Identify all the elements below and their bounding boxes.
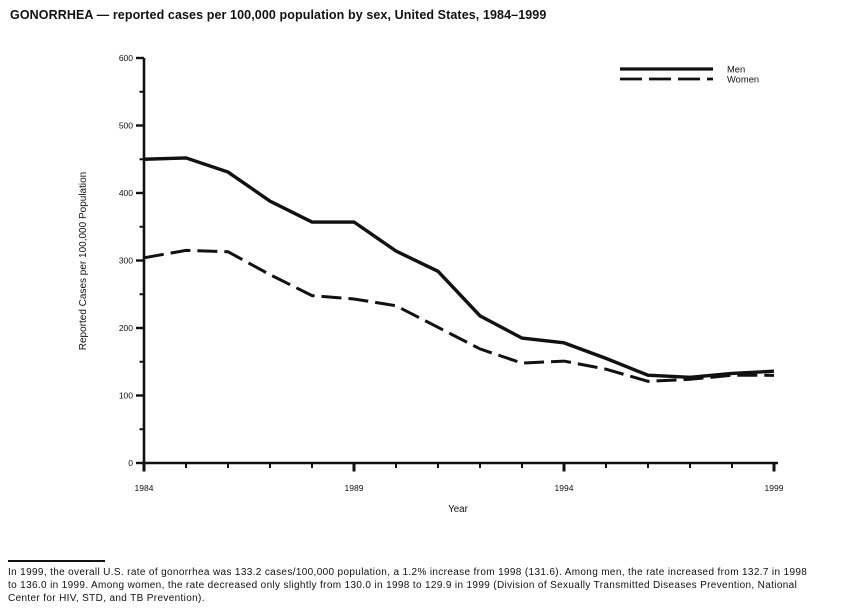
men-series-line xyxy=(143,156,775,379)
chart-svg: 0 100 200 300 400 500 600 1984 1989 1994 1999 Repor… xyxy=(78,53,784,515)
y-tick-label: 500 xyxy=(119,121,133,131)
x-tick-label: 1984 xyxy=(135,483,154,493)
x-tick-label: 1994 xyxy=(555,483,574,493)
chart-title: GONORRHEA — reported cases per 100,000 p… xyxy=(10,8,547,22)
x-axis-title: Year xyxy=(448,504,469,515)
footnote-line: Center for HIV, STD, and TB Prevention). xyxy=(8,593,205,604)
axes xyxy=(142,58,778,465)
axis-titles: Reported Cases per 100,000 Population Yea… xyxy=(78,172,469,515)
footnote-rule xyxy=(8,560,105,562)
x-axis-ticks: 1984 1989 1994 1999 xyxy=(135,463,784,493)
women-series-line xyxy=(143,248,775,383)
y-tick-label: 200 xyxy=(119,323,133,333)
footnote: In 1999, the overall U.S. rate of gonorr… xyxy=(8,566,861,605)
legend-label-men: Men xyxy=(727,64,745,75)
legend-label-women: Women xyxy=(727,74,759,85)
x-tick-label: 1999 xyxy=(765,483,784,493)
y-axis-ticks: 0 100 200 300 400 500 600 xyxy=(119,53,144,468)
y-tick-label: 100 xyxy=(119,391,133,401)
y-tick-label: 600 xyxy=(119,53,133,63)
y-tick-label: 300 xyxy=(119,256,133,266)
y-axis-title: Reported Cases per 100,000 Population xyxy=(78,172,89,350)
y-tick-label: 400 xyxy=(119,188,133,198)
x-tick-label: 1989 xyxy=(345,483,364,493)
y-tick-label: 0 xyxy=(128,458,133,468)
footnote-line: to 136.0 in 1999. Among women, the rate … xyxy=(8,580,798,591)
footnote-line: In 1999, the overall U.S. rate of gonorr… xyxy=(8,567,808,578)
